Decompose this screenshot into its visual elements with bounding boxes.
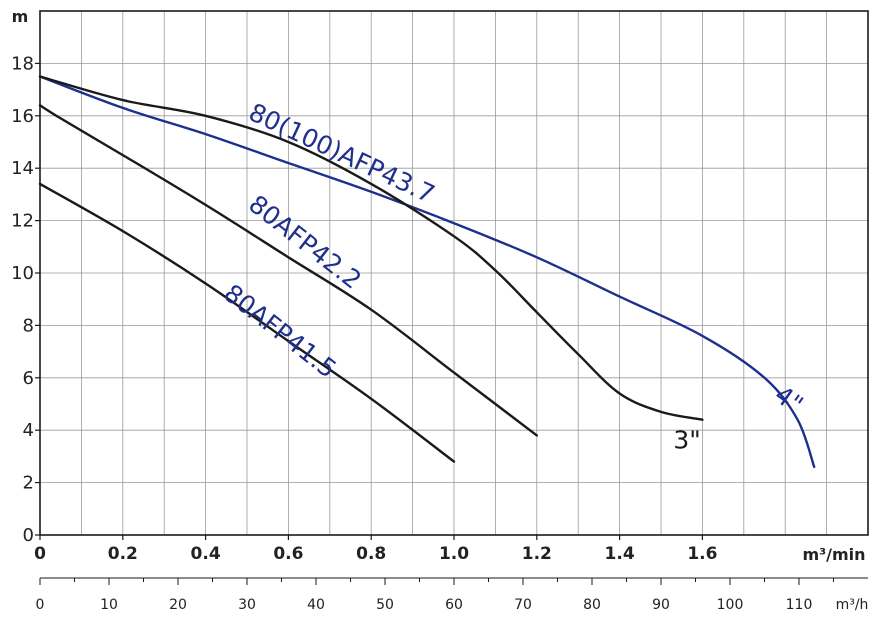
x2-tick-label: 80 [583, 597, 601, 613]
y-tick-label: 4 [23, 420, 34, 441]
x2-tick-label: 0 [36, 597, 45, 613]
y-axis-label: m [12, 7, 29, 26]
x-tick-label: 0.8 [356, 544, 386, 564]
y-tick-label: 2 [23, 473, 34, 494]
x-tick-label: 0 [34, 544, 46, 564]
x-ticks: 0 0.2 0.4 0.6 0.8 1.0 1.2 1.4 1.6 [34, 535, 717, 564]
y-tick-label: 8 [23, 315, 34, 336]
x-tick-label: 0.2 [108, 544, 138, 564]
y-tick-label: 16 [11, 106, 34, 127]
y-tick-label: 18 [11, 53, 34, 74]
x-tick-label: 1.4 [605, 544, 635, 564]
x2-tick-label: 100 [717, 597, 744, 613]
x2-tick-label: 30 [238, 597, 256, 613]
y-tick-label: 6 [23, 368, 34, 389]
plot-frame [39, 10, 869, 536]
curve-series-0 [38, 75, 816, 469]
x-tick-label: 1.6 [687, 544, 717, 564]
x2-tick-label: 10 [100, 597, 118, 613]
x2-tick-label: 90 [652, 597, 670, 613]
x2-tick-label: 50 [376, 597, 394, 613]
y-tick-label: 14 [11, 158, 34, 179]
curve-series-1 [38, 75, 704, 421]
y-ticks: 0 2 4 6 8 10 12 14 16 18 [11, 53, 40, 546]
curve-label-3: 3" [673, 426, 700, 455]
y-tick-label: 10 [11, 263, 34, 284]
x-tick-label: 0.4 [191, 544, 221, 564]
x2-tick-label: 40 [307, 597, 325, 613]
curve-series-2 [38, 104, 538, 437]
x2-tick-label: 70 [514, 597, 532, 613]
grid [40, 11, 868, 535]
x-ticks-secondary: 0 10 20 30 40 50 60 70 80 90 100 110 [36, 578, 834, 613]
x-tick-label: 0.6 [273, 544, 303, 564]
x-axis-label-secondary: m³/h [836, 597, 869, 613]
x-tick-label: 1.0 [439, 544, 469, 564]
x2-tick-label: 20 [169, 597, 187, 613]
curve-series-3 [38, 182, 456, 463]
x2-tick-label: 110 [786, 597, 813, 613]
y-tick-label: 12 [11, 211, 34, 232]
x2-tick-label: 60 [445, 597, 463, 613]
curves [38, 75, 816, 469]
x-tick-label: 1.2 [522, 544, 552, 564]
x-axis-label: m³/min [802, 545, 865, 564]
y-tick-label: 0 [23, 525, 34, 546]
